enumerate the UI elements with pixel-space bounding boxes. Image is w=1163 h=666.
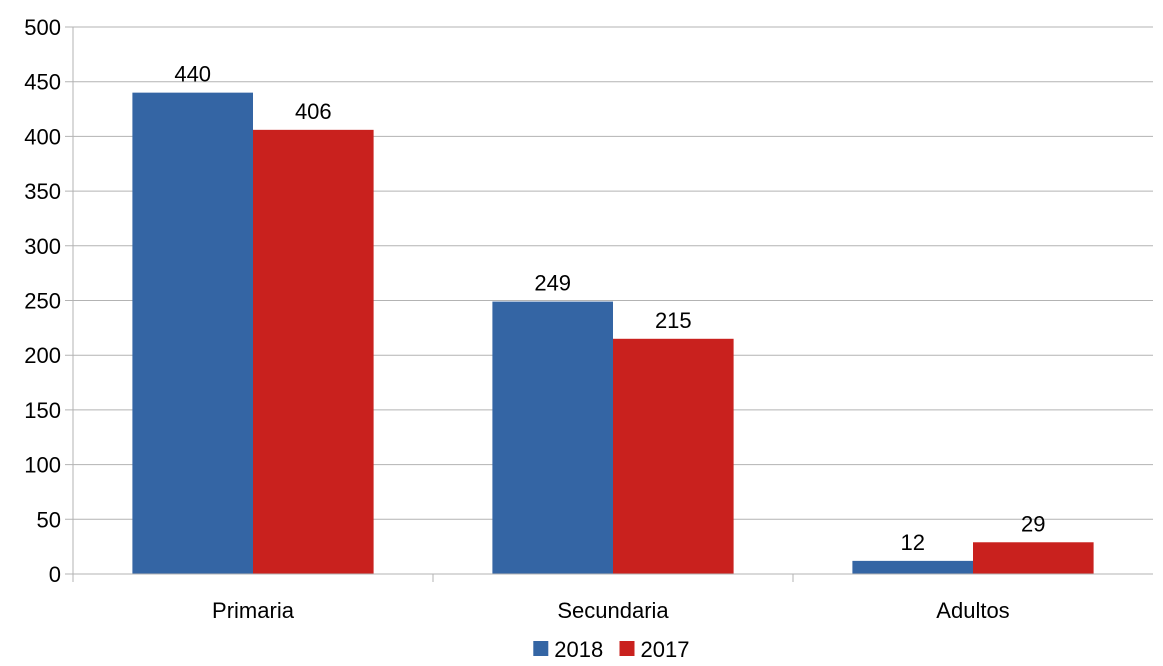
legend: 2018 2017	[533, 637, 689, 662]
data-label: 29	[1021, 511, 1045, 536]
bar-2018-Primaria	[132, 92, 253, 574]
bar-2017-Primaria	[253, 129, 374, 574]
y-tick-label: 450	[24, 70, 61, 95]
x-tick-label: Primaria	[212, 598, 295, 623]
legend-label: 2018	[554, 637, 603, 662]
y-axis-tick-labels: 0 50 100 150 200 250 300 350 400 450 500	[24, 15, 61, 587]
legend-swatch-2018	[533, 641, 549, 656]
legend-label: 2017	[641, 637, 690, 662]
bar-2018-Secundaria	[492, 301, 613, 574]
y-tick-label: 150	[24, 398, 61, 423]
data-label: 406	[295, 99, 332, 124]
y-tick-label: 350	[24, 179, 61, 204]
bar-2018-Adultos	[852, 560, 973, 574]
y-tick-label: 50	[37, 507, 61, 532]
data-label: 249	[534, 271, 571, 296]
data-label: 12	[900, 530, 924, 555]
y-tick-label: 250	[24, 289, 61, 314]
data-labels: 440 406 249 215 12 29	[174, 62, 1045, 555]
x-tick-label: Secundaria	[557, 598, 669, 623]
y-tick-label: 100	[24, 453, 61, 478]
y-tick-label: 0	[49, 562, 61, 587]
y-tick-label: 500	[24, 15, 61, 40]
bar-2017-Secundaria	[613, 338, 734, 574]
data-label: 440	[174, 62, 211, 87]
y-tick-label: 300	[24, 234, 61, 259]
y-tick-label: 200	[24, 343, 61, 368]
bars	[132, 92, 1094, 574]
x-axis: Primaria Secundaria Adultos	[72, 27, 1153, 623]
legend-swatch-2017	[619, 641, 635, 656]
bar-2017-Adultos	[973, 542, 1094, 574]
x-tick-label: Adultos	[936, 598, 1009, 623]
data-label: 215	[655, 308, 692, 333]
y-tick-label: 400	[24, 124, 61, 149]
